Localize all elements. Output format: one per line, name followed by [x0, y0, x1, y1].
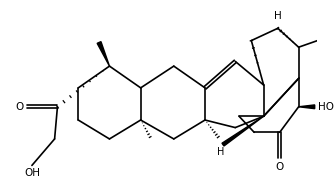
Text: H: H	[217, 147, 225, 157]
Polygon shape	[222, 116, 264, 146]
Text: O: O	[15, 102, 23, 112]
Polygon shape	[299, 105, 315, 109]
Text: HO: HO	[319, 102, 334, 112]
Text: O: O	[276, 162, 284, 172]
Text: OH: OH	[25, 168, 41, 178]
Polygon shape	[97, 42, 110, 66]
Text: H: H	[274, 11, 282, 21]
